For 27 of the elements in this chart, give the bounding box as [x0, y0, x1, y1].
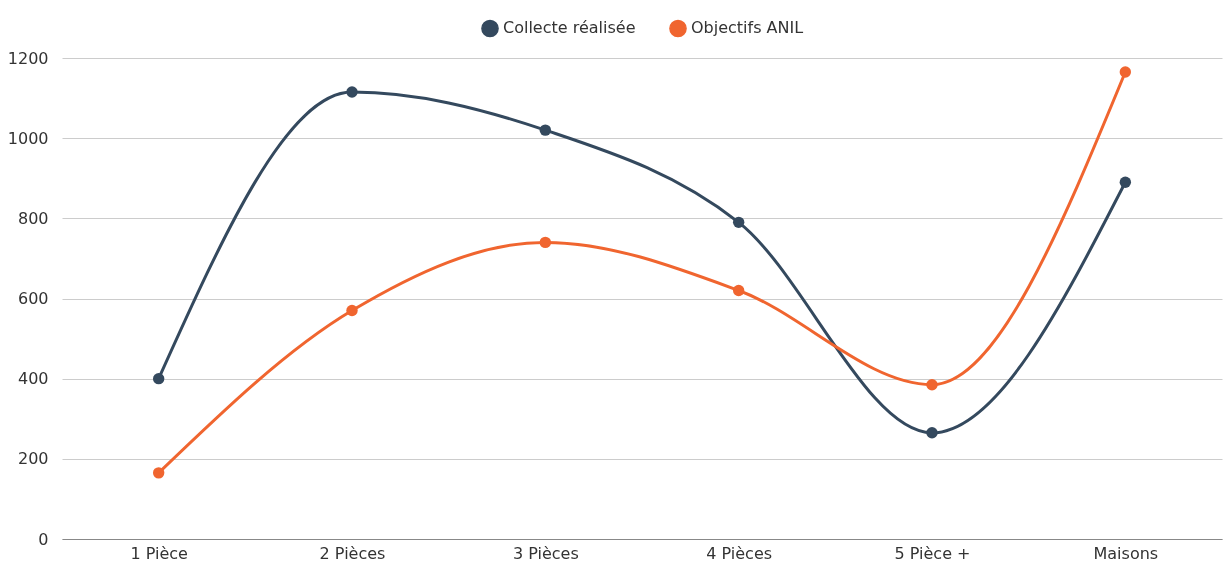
y-tick-label: 800	[17, 208, 49, 228]
point	[1119, 176, 1132, 188]
point	[539, 236, 552, 249]
point	[346, 86, 358, 98]
legend-label: Objectifs ANIL	[691, 18, 804, 38]
point	[926, 427, 938, 439]
y-tick-label: 1200	[7, 48, 49, 68]
point	[926, 378, 938, 391]
x-tick-label: 5 Pièce +	[894, 543, 971, 563]
point	[539, 124, 552, 136]
point	[732, 284, 745, 297]
y-tick-label: 0	[38, 529, 49, 549]
point	[152, 372, 165, 385]
point	[1119, 66, 1132, 78]
x-tick-label: 2 Pièces	[319, 543, 386, 563]
legend-label: Collecte réalisée	[503, 18, 636, 38]
y-tick-label: 1000	[7, 128, 49, 148]
point	[152, 467, 165, 479]
x-tick-label: Maisons	[1093, 543, 1159, 563]
y-tick-label: 600	[17, 289, 49, 308]
y-tick-label: 200	[17, 449, 49, 469]
x-tick-label: 3 Pièces	[512, 543, 579, 563]
x-tick-label: 1 Pièce	[130, 543, 188, 563]
point	[346, 304, 358, 317]
x-tick-label: 4 Pièces	[706, 543, 773, 563]
y-tick-label: 400	[17, 369, 49, 389]
point	[732, 216, 745, 229]
